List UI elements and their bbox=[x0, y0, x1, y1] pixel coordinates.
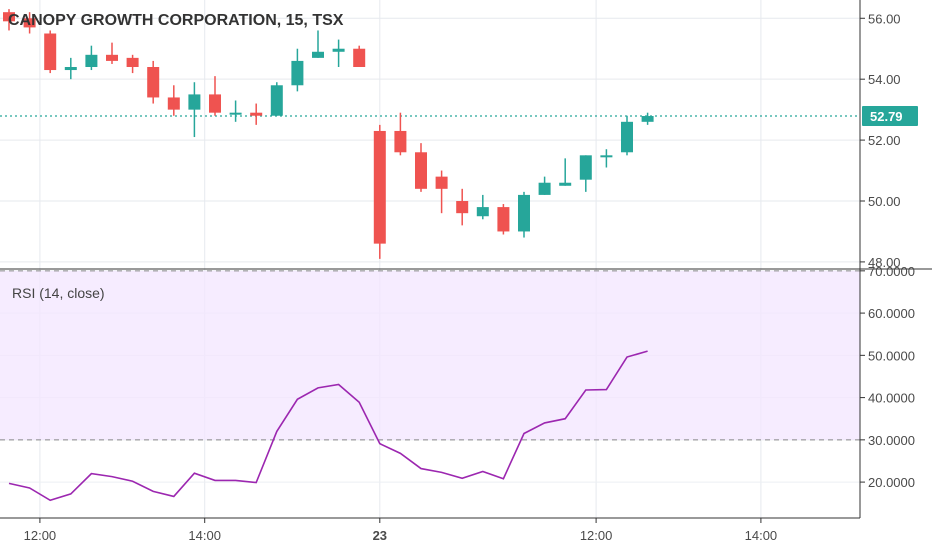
candle[interactable] bbox=[250, 103, 263, 125]
price-tick-label: 56.00 bbox=[868, 11, 901, 26]
rsi-tick-label: 50.0000 bbox=[868, 348, 915, 363]
candle[interactable] bbox=[291, 48, 304, 92]
candle[interactable] bbox=[312, 30, 324, 58]
rsi-band-layer bbox=[0, 270, 860, 441]
candle-body[interactable] bbox=[415, 152, 427, 189]
candle[interactable] bbox=[332, 39, 345, 67]
x-tick-label: 14:00 bbox=[745, 528, 778, 543]
candle-body[interactable] bbox=[435, 176, 448, 189]
candle[interactable] bbox=[44, 30, 57, 74]
last-price-label: 52.79 bbox=[870, 109, 903, 124]
candle[interactable] bbox=[641, 112, 654, 125]
x-tick-label: 23 bbox=[373, 528, 387, 543]
rsi-line[interactable] bbox=[8, 350, 648, 502]
rsi-tick-label: 20.0000 bbox=[868, 475, 915, 490]
candle[interactable] bbox=[126, 54, 139, 74]
candle-body[interactable] bbox=[332, 48, 345, 52]
candle[interactable] bbox=[188, 82, 201, 138]
candle[interactable] bbox=[415, 143, 427, 192]
candle-body[interactable] bbox=[518, 194, 530, 232]
candle[interactable] bbox=[497, 204, 510, 235]
candle[interactable] bbox=[435, 170, 448, 214]
rsi-tick-label: 70.0000 bbox=[868, 264, 915, 279]
candle-body[interactable] bbox=[579, 155, 592, 180]
candle[interactable] bbox=[64, 57, 77, 80]
candle-body[interactable] bbox=[621, 121, 633, 153]
candle-body[interactable] bbox=[291, 60, 304, 86]
candle-body[interactable] bbox=[167, 97, 180, 110]
candle[interactable] bbox=[85, 45, 98, 71]
candle-body[interactable] bbox=[188, 94, 201, 110]
candle[interactable] bbox=[229, 100, 242, 122]
x-tick-label: 12:00 bbox=[580, 528, 613, 543]
x-tick-label: 14:00 bbox=[188, 528, 221, 543]
candle[interactable] bbox=[518, 191, 530, 238]
candle-body[interactable] bbox=[373, 130, 386, 244]
candle[interactable] bbox=[270, 82, 283, 116]
candle-body[interactable] bbox=[126, 57, 139, 67]
last-price-badge bbox=[862, 106, 918, 127]
rsi-line-layer[interactable] bbox=[8, 350, 648, 502]
candle[interactable] bbox=[106, 42, 118, 64]
candle-body[interactable] bbox=[353, 48, 366, 67]
candle[interactable] bbox=[167, 85, 180, 116]
rsi-title: RSI (14, close) bbox=[12, 285, 105, 301]
candle-body[interactable] bbox=[559, 182, 572, 186]
candle-body[interactable] bbox=[85, 54, 98, 67]
candle-body[interactable] bbox=[209, 94, 221, 113]
candle[interactable] bbox=[23, 12, 36, 34]
candle-body[interactable] bbox=[600, 155, 613, 158]
candle[interactable] bbox=[559, 158, 572, 186]
candle[interactable] bbox=[579, 155, 592, 192]
candle[interactable] bbox=[3, 9, 15, 31]
chart-title: CANOPY GROWTH CORPORATION, 15, TSX bbox=[8, 12, 344, 29]
price-tick-label: 48.00 bbox=[868, 255, 901, 270]
rsi-tick-label: 60.0000 bbox=[868, 306, 915, 321]
candle-body[interactable] bbox=[3, 12, 15, 22]
candle[interactable] bbox=[600, 149, 613, 168]
candle[interactable] bbox=[456, 188, 469, 226]
candle-body[interactable] bbox=[44, 33, 57, 71]
candle-body[interactable] bbox=[456, 201, 469, 214]
rsi-tick-label: 40.0000 bbox=[868, 391, 915, 406]
candle-body[interactable] bbox=[641, 116, 654, 122]
candle[interactable] bbox=[621, 115, 633, 156]
candle-body[interactable] bbox=[106, 54, 118, 61]
candle-body[interactable] bbox=[23, 18, 36, 28]
candle-body[interactable] bbox=[64, 67, 77, 71]
candle[interactable] bbox=[209, 76, 221, 116]
candles-layer[interactable] bbox=[3, 9, 654, 259]
candle[interactable] bbox=[394, 112, 407, 156]
candle[interactable] bbox=[538, 176, 551, 195]
candle-body[interactable] bbox=[538, 182, 551, 195]
candle-body[interactable] bbox=[497, 207, 510, 232]
candle-body[interactable] bbox=[312, 51, 324, 58]
candle[interactable] bbox=[476, 194, 489, 220]
candle-body[interactable] bbox=[270, 85, 283, 116]
candle[interactable] bbox=[147, 60, 160, 104]
candle-body[interactable] bbox=[250, 112, 263, 116]
candle-body[interactable] bbox=[147, 67, 160, 98]
price-tick-label: 54.00 bbox=[868, 72, 901, 87]
price-tick-label: 50.00 bbox=[868, 194, 901, 209]
price-tick-label: 52.00 bbox=[868, 133, 901, 148]
candle-body[interactable] bbox=[476, 207, 489, 217]
candle-body[interactable] bbox=[229, 112, 242, 115]
rsi-band bbox=[0, 270, 860, 440]
candle-body[interactable] bbox=[394, 130, 407, 153]
candle[interactable] bbox=[373, 124, 386, 259]
rsi-tick-label: 30.0000 bbox=[868, 433, 915, 448]
x-tick-label: 12:00 bbox=[24, 528, 57, 543]
candle[interactable] bbox=[353, 45, 366, 67]
